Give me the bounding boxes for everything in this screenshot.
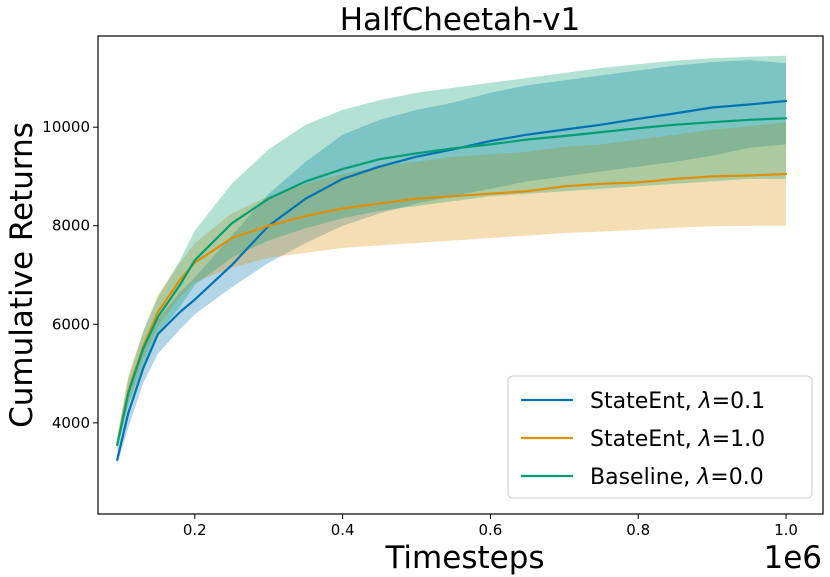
- band-series-2: [117, 55, 786, 450]
- y-axis-ticks: 4000 6000 8000 10000: [42, 118, 98, 432]
- y-tick-label: 10000: [42, 118, 90, 136]
- x-tick-label: 0.8: [626, 521, 650, 539]
- y-tick-label: 4000: [52, 414, 90, 432]
- y-tick-label: 8000: [52, 217, 90, 235]
- legend-box: [507, 375, 813, 499]
- line-series-1: [116, 172, 788, 447]
- legend-label-2: Baseline, λ=0.0: [590, 465, 764, 490]
- band-series-0: [117, 60, 786, 465]
- line-series-0: [116, 99, 788, 461]
- line-series-2: [116, 117, 788, 447]
- legend-label-1: StateEnt, λ=1.0: [590, 427, 765, 452]
- series-lines: [116, 99, 788, 461]
- x-tick-label: 1.0: [774, 521, 798, 539]
- y-tick-label: 6000: [52, 315, 90, 333]
- plot-frame: [97, 35, 824, 515]
- x-axis-label: Timesteps: [384, 540, 544, 576]
- legend-label-0: StateEnt, λ=0.1: [590, 389, 765, 414]
- legend: StateEnt, λ=0.1 StateEnt, λ=1.0 Baseline, …: [507, 375, 813, 499]
- x-axis-ticks: 0.2 0.4 0.6 0.8 1.0: [183, 514, 798, 539]
- chart-title: HalfCheetah-v1: [340, 2, 581, 38]
- y-axis-label: Cumulative Returns: [4, 122, 40, 428]
- x-tick-label: 0.6: [479, 521, 503, 539]
- x-tick-label: 0.2: [183, 521, 207, 539]
- confidence-bands: [117, 55, 786, 465]
- x-tick-label: 0.4: [331, 521, 355, 539]
- band-series-1: [117, 122, 786, 450]
- x-axis-offset-label: 1e6: [763, 540, 822, 576]
